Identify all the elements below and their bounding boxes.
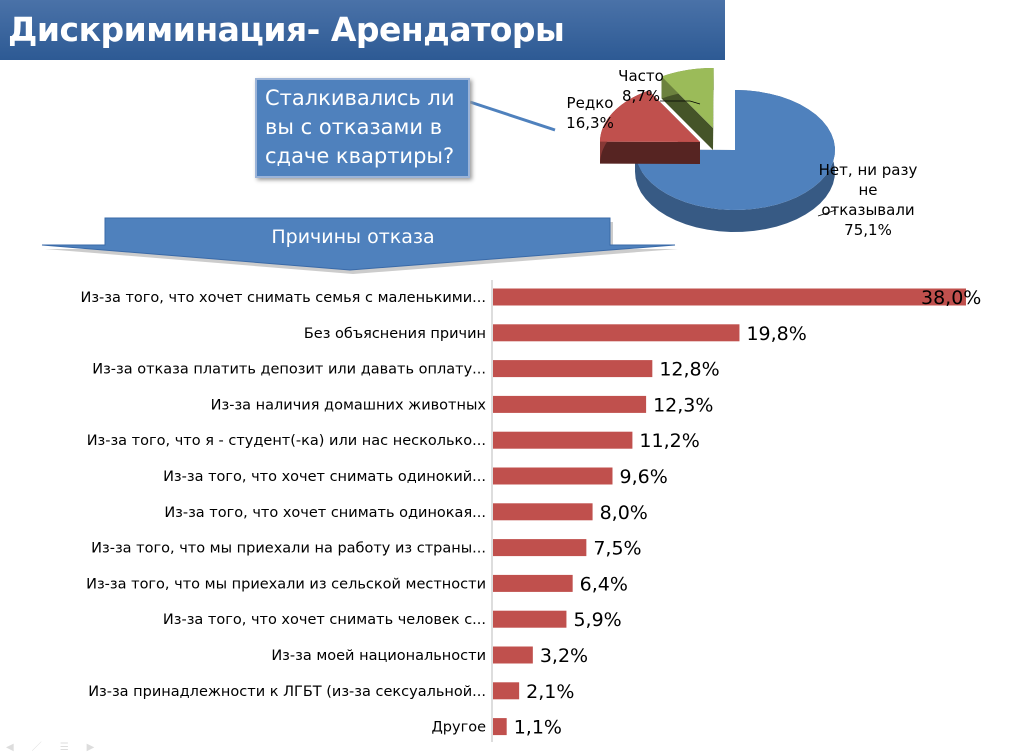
category-label: Из-за отказа платить депозит или давать …: [92, 362, 486, 378]
pie-slice-name: Редко: [567, 94, 614, 112]
category-label: Из-за того, что хочет снимать семья с ма…: [80, 290, 486, 306]
value-label: 3,2%: [540, 645, 588, 667]
pen-icon[interactable]: ／: [31, 742, 60, 753]
value-label: 11,2%: [639, 430, 699, 452]
value-label: 8,0%: [600, 502, 648, 524]
value-label: 1,1%: [514, 717, 562, 739]
category-label: Из-за того, что мы приехали на работу из…: [91, 541, 486, 557]
bar: [493, 395, 647, 413]
value-label: 5,9%: [573, 609, 621, 631]
category-label: Из-за того, что хочет снимать одинокий..…: [163, 469, 486, 485]
pie-slice-name: Нет, ни разу не отказывали: [819, 161, 918, 219]
pie-slice-value: 75,1%: [844, 221, 892, 239]
bar: [493, 646, 533, 664]
pie-label: Редко 16,3%: [566, 94, 614, 132]
bar: [493, 718, 507, 736]
menu-icon[interactable]: ☰: [59, 742, 87, 753]
value-label: 12,8%: [659, 359, 719, 381]
pie-label: Нет, ни разу не отказывали 75,1%: [819, 161, 918, 239]
value-label: 12,3%: [653, 394, 713, 416]
question-callout: Сталкивались ли вы с отказами в сдаче кв…: [255, 78, 470, 178]
bar: [493, 610, 567, 628]
category-label: Из-за того, что мы приехали из сельской …: [86, 576, 486, 592]
bar: [493, 539, 587, 557]
bar-chart: Из-за того, что хочет снимать семья с ма…: [80, 280, 981, 742]
bar: [493, 431, 633, 449]
category-label: Из-за того, что хочет снимать одинокая..…: [164, 505, 486, 521]
value-label: 7,5%: [593, 538, 641, 560]
pie-label: Часто 8,7%: [618, 67, 664, 105]
banner-arrow: Причины отказа: [41, 217, 678, 274]
pie-chart: Нет, ни разу не отказывали75,1%Редко16,3%Ч…: [566, 67, 917, 239]
value-label: 6,4%: [580, 573, 628, 595]
pie-slice: [600, 90, 700, 164]
bar: [493, 324, 740, 342]
bar: [493, 467, 613, 485]
bar: [493, 574, 573, 592]
bar: [493, 288, 966, 306]
value-label: 9,6%: [619, 466, 667, 488]
bar: [493, 360, 653, 378]
callout-pointer: [469, 100, 556, 132]
slide-title: Дискриминация- Арендаторы: [0, 0, 725, 60]
category-label: Из-за моей национальности: [271, 648, 486, 664]
pie-slice-value: 8,7%: [622, 87, 660, 105]
banner-label: Причины отказа: [271, 226, 434, 248]
bar: [493, 503, 593, 521]
category-label: Из-за того, что я - студент(-ка) или нас…: [87, 433, 486, 449]
value-label: 19,8%: [746, 323, 806, 345]
pie-slice-value: 16,3%: [566, 114, 614, 132]
value-label: 38,0%: [921, 287, 981, 309]
nav-controls: ◀／☰▶: [6, 738, 112, 753]
bar: [493, 682, 520, 700]
next-icon[interactable]: ▶: [86, 742, 113, 753]
pie-slice-name: Часто: [618, 67, 664, 85]
category-label: Без объяснения причин: [304, 326, 486, 342]
prev-icon[interactable]: ◀: [6, 742, 32, 753]
pie-slice: [661, 68, 714, 150]
category-label: Другое: [431, 720, 486, 736]
category-label: Из-за того, что хочет снимать человек с.…: [163, 612, 486, 628]
category-label: Из-за принадлежности к ЛГБТ (из-за сексу…: [88, 684, 486, 700]
category-label: Из-за наличия домашних животных: [211, 397, 487, 413]
value-label: 2,1%: [526, 681, 574, 703]
